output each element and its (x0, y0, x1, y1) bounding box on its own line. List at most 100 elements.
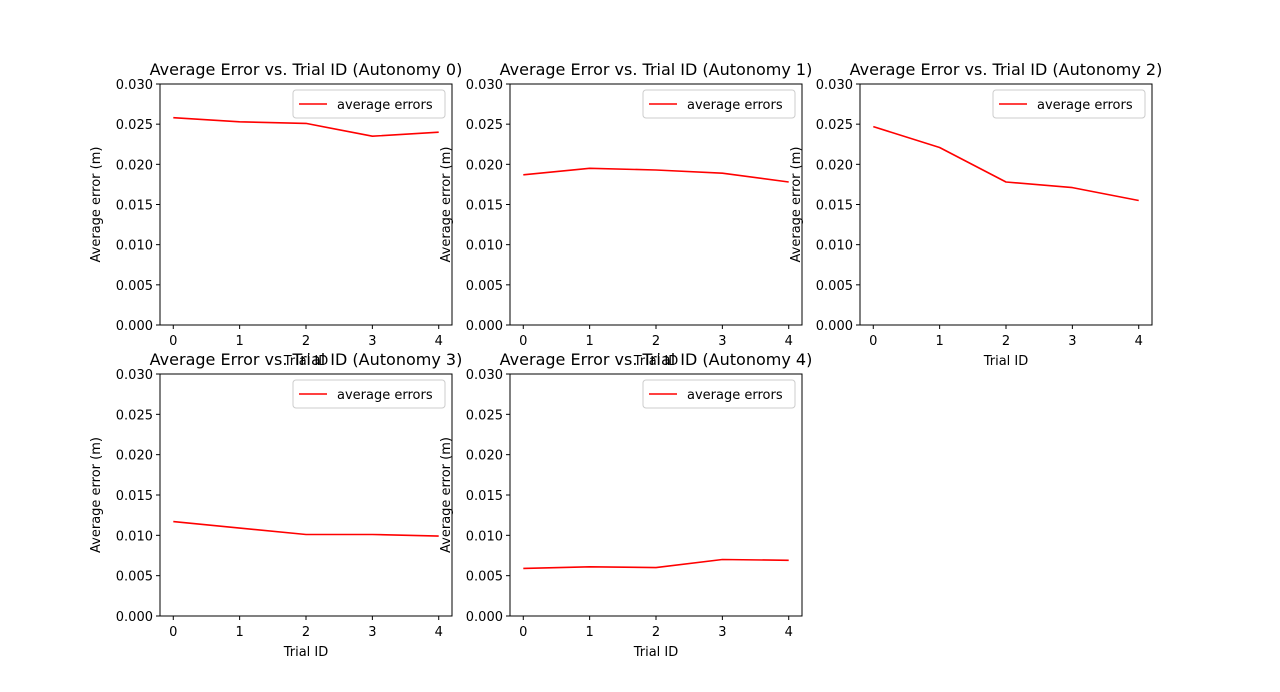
y-tick-label: 0.020 (116, 158, 153, 173)
y-tick-label: 0.030 (116, 368, 153, 383)
y-tick-label: 0.015 (466, 489, 503, 504)
x-tick-label: 0 (519, 625, 527, 640)
y-tick-label: 0.030 (466, 78, 503, 93)
series-line (873, 125, 1139, 202)
y-tick-label: 0.000 (466, 319, 503, 334)
legend-label: average errors (687, 388, 783, 403)
y-tick-label: 0.025 (816, 118, 853, 133)
y-tick-label: 0.000 (816, 319, 853, 334)
y-tick-label: 0.010 (116, 529, 153, 544)
axes-frame (159, 83, 453, 326)
x-tick-label: 1 (235, 334, 243, 349)
x-tick-label: 4 (435, 625, 443, 640)
x-tick-label: 1 (935, 334, 943, 349)
x-tick-label: 4 (435, 334, 443, 349)
y-tick-label: 0.005 (116, 279, 153, 294)
series-line (173, 520, 439, 537)
axes-frame (159, 373, 453, 617)
series-line (523, 167, 789, 183)
y-axis-label: Average error (m) (439, 147, 454, 263)
subplot-1: Average Error vs. Trial ID (Autonomy 1)0… (439, 60, 812, 369)
legend-box (292, 379, 446, 409)
x-tick-label: 3 (1068, 334, 1076, 349)
y-tick-label: 0.000 (116, 319, 153, 334)
x-tick-label: 1 (585, 625, 593, 640)
y-tick-label: 0.000 (466, 610, 503, 625)
x-tick-label: 1 (235, 625, 243, 640)
legend: average errors (642, 379, 796, 409)
x-axis-label: Trial ID (283, 645, 329, 660)
chart-title: Average Error vs. Trial ID (Autonomy 2) (850, 60, 1163, 79)
legend-label: average errors (337, 388, 433, 403)
y-axis-label: Average error (m) (89, 437, 104, 553)
x-tick-label: 0 (519, 334, 527, 349)
y-tick-label: 0.025 (466, 118, 503, 133)
y-tick-label: 0.025 (116, 408, 153, 423)
y-tick-label: 0.020 (816, 158, 853, 173)
axes-frame (859, 83, 1153, 326)
x-tick-label: 3 (718, 334, 726, 349)
x-axis-label: Trial ID (633, 354, 679, 369)
x-tick-label: 2 (302, 625, 310, 640)
y-tick-label: 0.030 (466, 368, 503, 383)
series-line (173, 116, 439, 137)
subplot-2: Average Error vs. Trial ID (Autonomy 2) 0… (789, 60, 1162, 369)
y-axis-label: Average error (m) (89, 147, 104, 263)
axes-frame (509, 373, 803, 617)
y-axis-label: Average error (m) (439, 437, 454, 553)
y-tick-label: 0.025 (116, 118, 153, 133)
x-tick-label: 2 (652, 625, 660, 640)
chart-title: Average Error vs. Trial ID (Autonomy 1) (500, 60, 813, 79)
x-tick-label: 0 (869, 334, 877, 349)
x-tick-label: 1 (585, 334, 593, 349)
y-tick-label: 0.020 (466, 449, 503, 464)
legend: average errors (992, 89, 1146, 119)
x-axis-label: Trial ID (633, 645, 679, 660)
y-tick-label: 0.005 (116, 570, 153, 585)
x-tick-label: 3 (368, 334, 376, 349)
y-tick-label: 0.030 (116, 78, 153, 93)
y-tick-label: 0.015 (816, 199, 853, 214)
y-tick-label: 0.010 (466, 529, 503, 544)
y-tick-label: 0.010 (816, 239, 853, 254)
x-axis-label: Trial ID (983, 354, 1029, 369)
y-tick-label: 0.010 (466, 239, 503, 254)
legend-label: average errors (687, 98, 783, 113)
x-tick-label: 3 (368, 625, 376, 640)
y-tick-label: 0.015 (466, 199, 503, 214)
y-tick-label: 0.025 (466, 408, 503, 423)
legend-label: average errors (337, 98, 433, 113)
x-tick-label: 4 (785, 625, 793, 640)
subplot-0: Average Error vs. Trial ID (Autonomy 0)0… (89, 60, 462, 369)
y-tick-label: 0.020 (466, 158, 503, 173)
chart-title: Average Error vs. Trial ID (Autonomy 3) (150, 350, 463, 369)
x-tick-label: 0 (169, 334, 177, 349)
legend: average errors (292, 89, 446, 119)
y-tick-label: 0.005 (816, 279, 853, 294)
legend-box (292, 89, 446, 119)
x-tick-label: 3 (718, 625, 726, 640)
legend-label: average errors (1037, 98, 1133, 113)
y-tick-label: 0.015 (116, 489, 153, 504)
subplot-3: Average Error vs. Trial ID (Autonomy 3)0… (89, 350, 462, 660)
legend-box (992, 89, 1146, 119)
x-axis-label: Trial ID (283, 354, 329, 369)
y-tick-label: 0.010 (116, 239, 153, 254)
legend-box (642, 89, 796, 119)
x-tick-label: 0 (169, 625, 177, 640)
subplot-4: Average Error vs. Trial ID (Autonomy 4)0… (439, 350, 812, 660)
series-line (523, 558, 789, 570)
x-tick-label: 2 (1002, 334, 1010, 349)
axes-frame (509, 83, 803, 326)
y-tick-label: 0.015 (116, 199, 153, 214)
chart-title: Average Error vs. Trial ID (Autonomy 0) (150, 60, 463, 79)
x-tick-label: 4 (1135, 334, 1143, 349)
legend: average errors (642, 89, 796, 119)
y-axis-label: Average error (m) (789, 147, 804, 263)
x-tick-label: 2 (302, 334, 310, 349)
legend: average errors (292, 379, 446, 409)
chart-title: Average Error vs. Trial ID (Autonomy 4) (500, 350, 813, 369)
x-tick-label: 2 (652, 334, 660, 349)
y-tick-label: 0.005 (466, 279, 503, 294)
